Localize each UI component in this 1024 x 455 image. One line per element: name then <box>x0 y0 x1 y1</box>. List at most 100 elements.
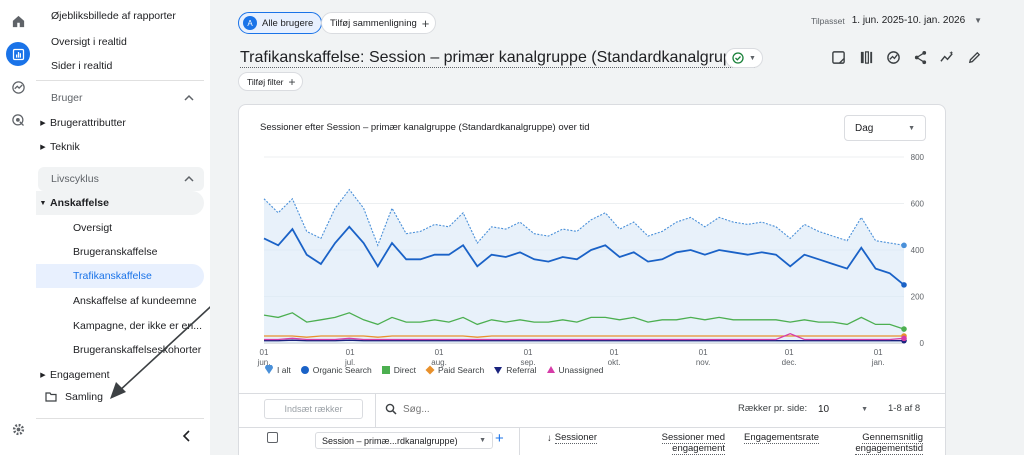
table-search-input[interactable] <box>403 401 573 417</box>
select-all-checkbox[interactable] <box>267 432 278 443</box>
nav-item-user-acquisition[interactable]: Brugeranskaffelse <box>73 246 158 258</box>
analytics-sparkle-icon[interactable] <box>938 48 956 66</box>
advertising-icon[interactable] <box>6 108 30 132</box>
compare-columns-icon[interactable] <box>857 48 875 66</box>
column-engagement-rate-label: Engagementsrate <box>744 432 819 444</box>
chevron-up-icon <box>184 175 194 182</box>
nav-item-snapshot[interactable]: Øjebliksbillede af rapporter <box>51 10 176 22</box>
legend-item[interactable]: Unassigned <box>546 365 603 375</box>
x-tick-day-label: 01 <box>346 348 355 357</box>
caret-down-icon: ▼ <box>861 405 868 413</box>
page-title: Trafikanskaffelse: Session – primær kana… <box>240 49 755 68</box>
nav-item-realtime-overview[interactable]: Oversigt i realtid <box>51 36 127 48</box>
date-range-picker[interactable]: Tilpasset 1. jun. 2025-10. jan. 2026 ▼ <box>811 15 982 26</box>
section-lifecycle-label: Livscyklus <box>51 173 99 185</box>
collapse-nav-chevron-left-icon[interactable] <box>182 430 192 442</box>
x-tick-day-label: 01 <box>435 348 444 357</box>
sort-arrow-down-icon: ↓ <box>547 432 552 444</box>
legend-marker-icon <box>425 365 435 375</box>
reports-icon[interactable] <box>6 42 30 66</box>
y-tick-label: 200 <box>911 293 925 302</box>
legend-item[interactable]: Organic Search <box>300 365 372 375</box>
column-header-engagement-rate[interactable]: Engagementsrate <box>729 432 819 444</box>
nav-group-acquisition-label: Anskaffelse <box>50 197 109 209</box>
caret-down-icon: ▼ <box>908 124 915 132</box>
x-tick-month-label: okt. <box>608 358 621 367</box>
explore-icon[interactable] <box>6 75 30 99</box>
insert-rows-button[interactable]: Indsæt rækker <box>264 399 363 419</box>
nav-item-user-attributes-label: Brugerattributter <box>50 117 126 129</box>
comparison-chip-all-users[interactable]: A Alle brugere <box>238 12 323 34</box>
table-divider <box>519 427 520 455</box>
nav-item-tech[interactable]: ▶ Teknik <box>36 135 204 159</box>
dimension-select-label: Session – primæ...rdkanalgruppe) <box>322 435 458 446</box>
nav-collection-label: Samling <box>65 391 103 403</box>
caret-down-icon: ▼ <box>974 16 983 25</box>
x-tick-month-label: jul. <box>344 358 355 367</box>
column-header-engaged-sessions[interactable]: Sessioner med engagement <box>635 432 725 455</box>
granularity-select[interactable]: Dag ▼ <box>844 115 926 141</box>
x-tick-month-label: jan. <box>871 358 885 367</box>
caret-down-icon: ▼ <box>479 437 486 444</box>
nav-collection[interactable]: Samling <box>36 385 204 409</box>
legend-item[interactable]: Referral <box>493 365 537 375</box>
legend-label: Organic Search <box>312 365 372 375</box>
column-header-sessions[interactable]: ↓ Sessioner <box>547 432 597 444</box>
insights-icon[interactable] <box>884 48 902 66</box>
legend-marker-icon <box>265 365 273 374</box>
nav-item-traffic-acquisition[interactable]: Trafikanskaffelse <box>36 264 204 288</box>
legend-marker-icon <box>546 366 555 373</box>
x-tick-day-label: 01 <box>785 348 794 357</box>
nav-item-acquisition-cohorts[interactable]: Brugeranskaffelseskohorter <box>73 344 202 356</box>
search-icon <box>385 403 397 415</box>
nav-group-engagement[interactable]: ▶ Engagement <box>36 363 204 387</box>
home-icon[interactable] <box>6 9 30 33</box>
nav-item-user-attributes[interactable]: ▶ Brugerattributter <box>36 111 204 135</box>
pagination-range: 1-8 af 8 <box>888 403 921 414</box>
series-endpoint-marker <box>901 326 907 332</box>
legend-item[interactable]: Paid Search <box>425 365 484 375</box>
series-line-direct <box>263 312 905 330</box>
chart-title: Sessioner efter Session – primær kanalgr… <box>260 122 590 133</box>
section-user[interactable]: Bruger <box>38 86 204 110</box>
y-axis-ticks: 800 600 400 200 0 <box>911 153 925 348</box>
plus-icon: + <box>421 15 430 31</box>
data-quality-status-button[interactable]: ▼ <box>725 48 763 68</box>
x-tick-day-label: 01 <box>524 348 533 357</box>
x-tick-month-label: aug. <box>431 358 447 367</box>
edit-comparisons-icon[interactable] <box>829 48 847 66</box>
series-line-i-alt <box>263 188 905 247</box>
section-lifecycle[interactable]: Livscyklus <box>38 167 204 191</box>
dimension-select[interactable]: Session – primæ...rdkanalgruppe) ▼ <box>315 432 493 449</box>
customize-report-pencil-icon[interactable] <box>965 48 983 66</box>
legend-item[interactable]: I alt <box>264 365 291 375</box>
rows-per-page-select[interactable]: 10 ▼ <box>818 400 868 418</box>
x-axis-ticks: 01jun.01jul.01aug.01sep.01okt.01nov.01de… <box>257 348 885 367</box>
series-line-referral <box>264 339 904 342</box>
expand-triangle-icon: ▶ <box>40 372 46 379</box>
column-header-avg-engagement-time[interactable]: Gennemsnitlig engagementstid <box>831 432 923 455</box>
x-tick-month-label: nov. <box>696 358 711 367</box>
add-dimension-plus-icon[interactable]: + <box>495 430 504 447</box>
nav-group-engagement-label: Engagement <box>50 369 110 381</box>
nav-group-acquisition[interactable]: ▼ Anskaffelse <box>36 191 204 215</box>
series-endpoint-marker <box>901 242 907 249</box>
nav-item-non-google-campaign[interactable]: Kampagne, der ikke er en... <box>73 320 202 332</box>
series-area-i-alt <box>264 189 904 343</box>
table-divider <box>239 393 945 394</box>
settings-gear-icon[interactable] <box>6 417 30 441</box>
legend-marker-icon <box>381 366 390 374</box>
nav-item-lead-acquisition[interactable]: Anskaffelse af kundeemne <box>73 295 197 307</box>
add-comparison-button[interactable]: Tilføj sammenligning + <box>321 12 437 34</box>
legend-label: Direct <box>393 365 416 375</box>
share-icon[interactable] <box>911 48 929 66</box>
nav-divider <box>36 80 204 81</box>
legend-marker-icon <box>300 366 309 374</box>
nav-item-acq-overview[interactable]: Oversigt <box>73 222 113 234</box>
column-engaged-sessions-label: Sessioner med engagement <box>661 432 725 455</box>
icon-rail <box>0 0 36 455</box>
add-filter-button[interactable]: Tilføj filter + <box>238 72 303 91</box>
legend-item[interactable]: Direct <box>381 365 416 375</box>
nav-item-realtime-pages[interactable]: Sider i realtid <box>51 60 113 72</box>
